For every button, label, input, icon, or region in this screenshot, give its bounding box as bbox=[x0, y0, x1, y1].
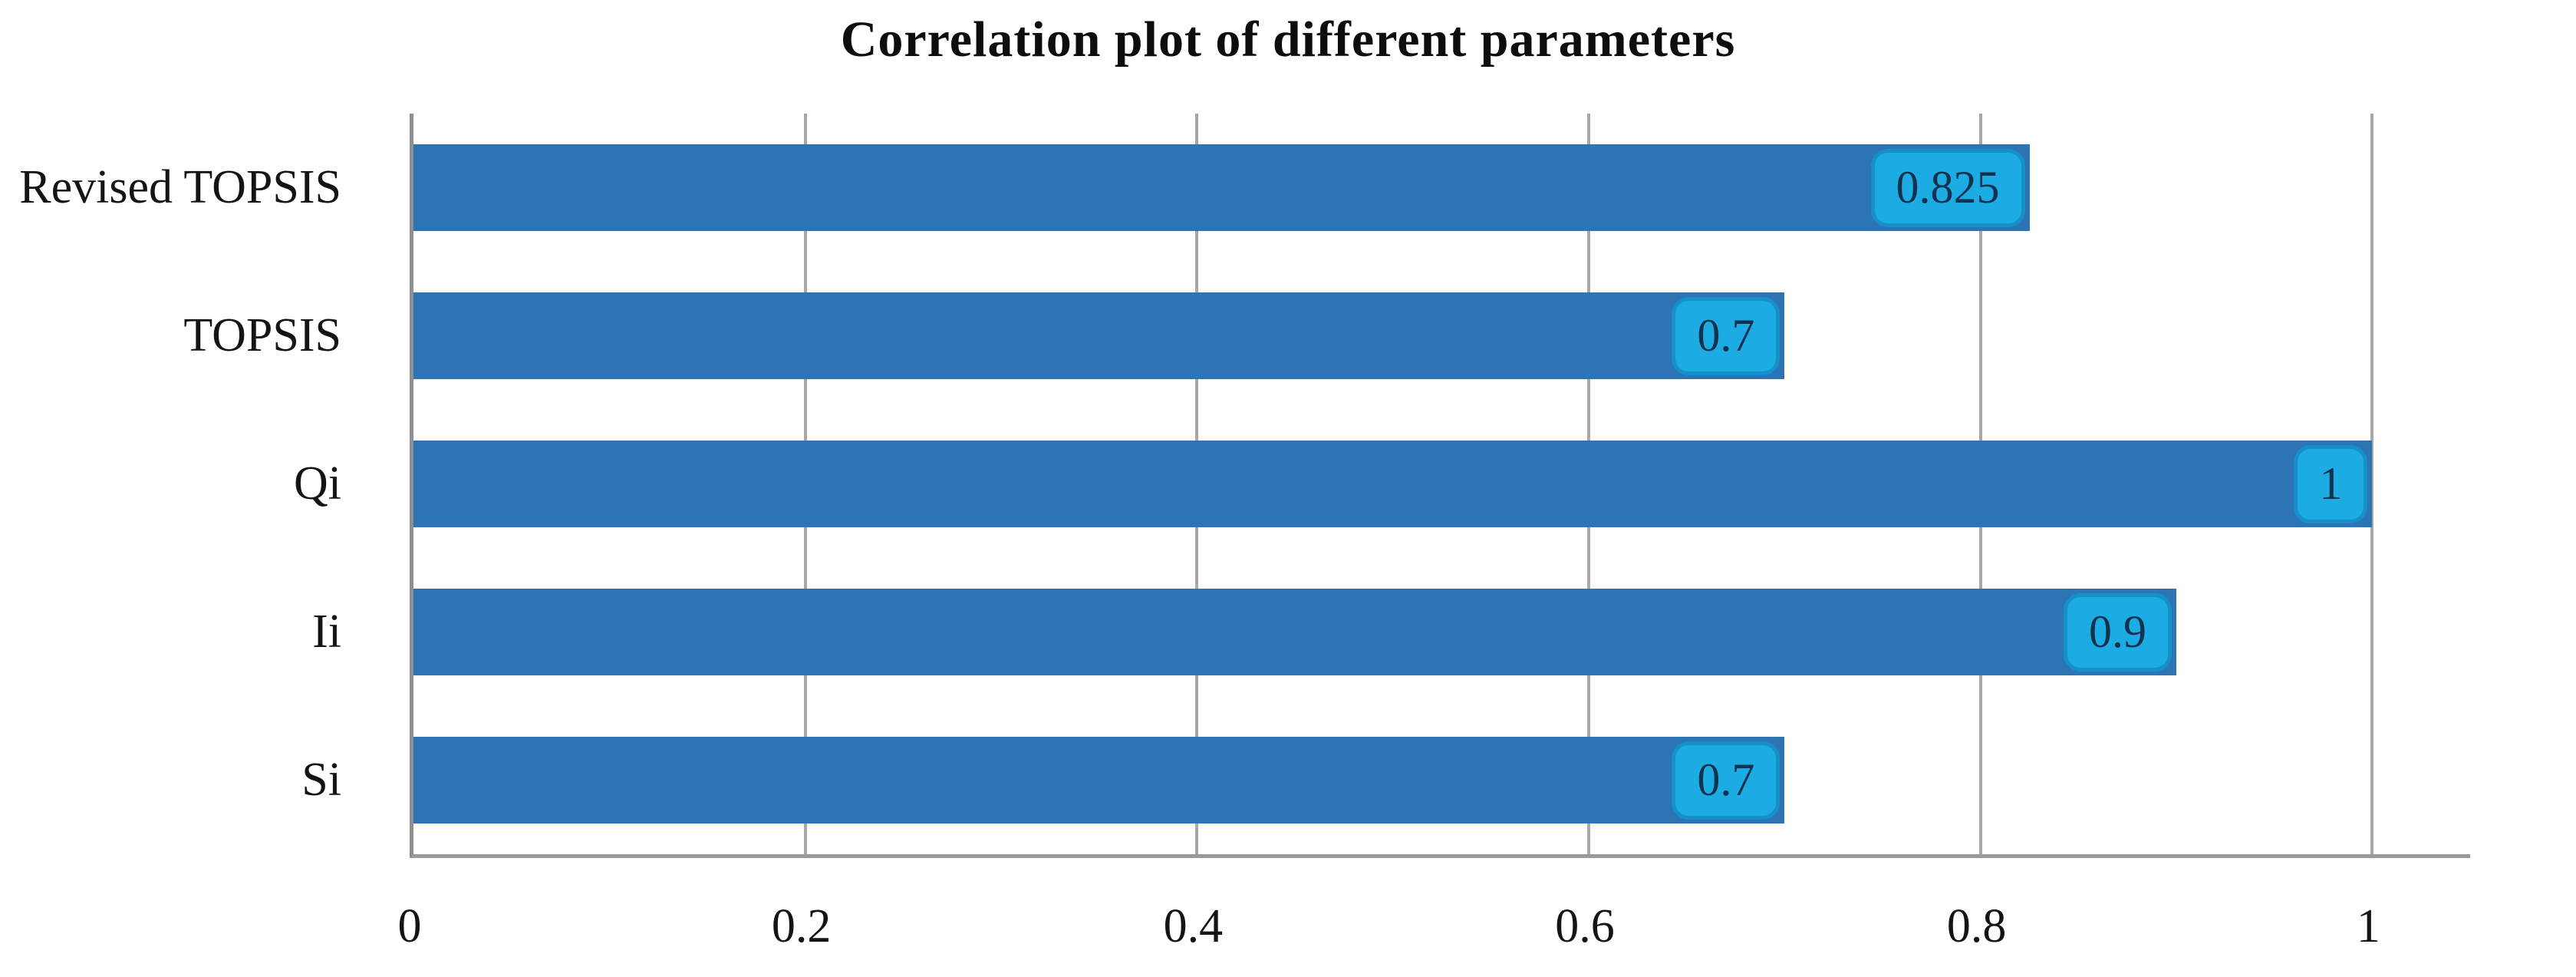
value-label: 1 bbox=[2294, 444, 2368, 523]
x-axis-tick-labels: 0 0.2 0.4 0.6 0.8 1 bbox=[0, 899, 2576, 969]
bar bbox=[413, 737, 1785, 824]
x-tick-label: 0 bbox=[397, 900, 422, 952]
x-tick-label: 0.2 bbox=[771, 900, 832, 952]
value-label: 0.9 bbox=[2064, 592, 2172, 672]
category-label: TOPSIS bbox=[183, 309, 341, 361]
category-label: Qi bbox=[294, 457, 341, 510]
gridline bbox=[2370, 114, 2374, 854]
y-axis-category-labels: Revised TOPSIS TOPSIS Qi Ii Si bbox=[0, 114, 341, 854]
x-tick-label: 1 bbox=[2356, 900, 2380, 952]
value-label: 0.7 bbox=[1672, 296, 1780, 375]
chart-title: Correlation plot of different parameters bbox=[840, 12, 1736, 68]
value-label: 0.825 bbox=[1870, 148, 2025, 227]
x-tick-label: 0.4 bbox=[1163, 900, 1224, 952]
bar bbox=[413, 589, 2176, 675]
x-tick-label: 0.6 bbox=[1555, 900, 1615, 952]
category-label: Si bbox=[301, 754, 341, 806]
category-label: Revised TOPSIS bbox=[19, 161, 341, 213]
category-label: Ii bbox=[312, 606, 341, 658]
plot-area: 0.825 0.7 1 0.9 0.7 bbox=[410, 114, 2470, 858]
bar bbox=[413, 144, 2030, 231]
x-tick-label: 0.8 bbox=[1946, 900, 2007, 952]
bar bbox=[413, 441, 2373, 527]
bar bbox=[413, 292, 1785, 379]
value-label: 0.7 bbox=[1672, 741, 1780, 820]
